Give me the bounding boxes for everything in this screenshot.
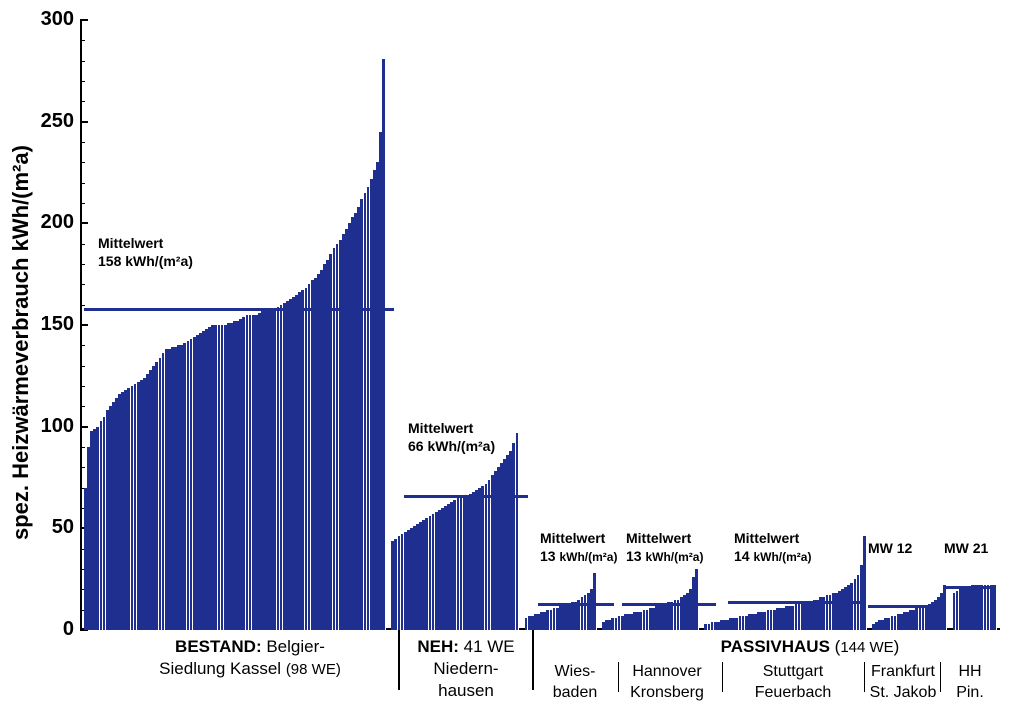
mean-line	[728, 601, 862, 604]
y-axis-title: spez. Heizwärmeverbrauch kWh/(m²a)	[8, 145, 34, 540]
mean-label: Mittelwert66 kWh/(m²a)	[408, 420, 495, 455]
group-label-hannover: HannoverKronsberg	[616, 662, 718, 704]
group-label-neh: NEH: 41 WENiedern-hausen	[402, 636, 530, 702]
mean-label: MW 12	[868, 540, 912, 558]
y-tick-label: 50	[14, 516, 74, 539]
mean-label: Mittelwert13 kWh/(m²a)	[540, 530, 617, 565]
mean-line	[404, 495, 528, 498]
bar	[695, 569, 699, 630]
heat-consumption-chart: spez. Heizwärmeverbrauch kWh/(m²a) 0 50 10…	[0, 0, 1024, 724]
y-tick-label: 200	[14, 211, 74, 234]
mean-label: Mittelwert14 kWh/(m²a)	[734, 530, 811, 565]
group-label-passivhaus: PASSIVHAUS (144 WE)	[660, 636, 960, 658]
bar	[593, 573, 597, 630]
y-tick-label: 150	[14, 313, 74, 336]
bar	[516, 433, 520, 630]
mean-label: MW 21	[944, 540, 988, 558]
mean-line	[622, 603, 716, 606]
bar	[382, 59, 386, 630]
mean-line	[944, 586, 994, 589]
group-label-frankfurt: FrankfurtSt. Jakob	[862, 662, 944, 704]
y-tick-label: 100	[14, 415, 74, 438]
y-tick-label: 250	[14, 110, 74, 133]
mean-label: Mittelwert13 kWh/(m²a)	[626, 530, 703, 565]
group-label-wiesbaden: Wies-baden	[534, 662, 616, 704]
mean-line	[868, 605, 936, 608]
group-label-hh: HHPin.	[944, 662, 996, 704]
y-tick-label: 0	[14, 618, 74, 641]
bar	[943, 585, 947, 630]
group-label-stuttgart: StuttgartFeuerbach	[720, 662, 866, 704]
y-tick-label: 300	[14, 8, 74, 31]
mean-line	[84, 308, 394, 311]
bar	[863, 536, 867, 630]
group-label-bestand: BESTAND: Belgier-Siedlung Kassel (98 WE)	[110, 636, 390, 680]
mean-line	[538, 603, 614, 606]
bar	[993, 585, 997, 630]
mean-label: Mittelwert158 kWh/(m²a)	[98, 235, 193, 270]
